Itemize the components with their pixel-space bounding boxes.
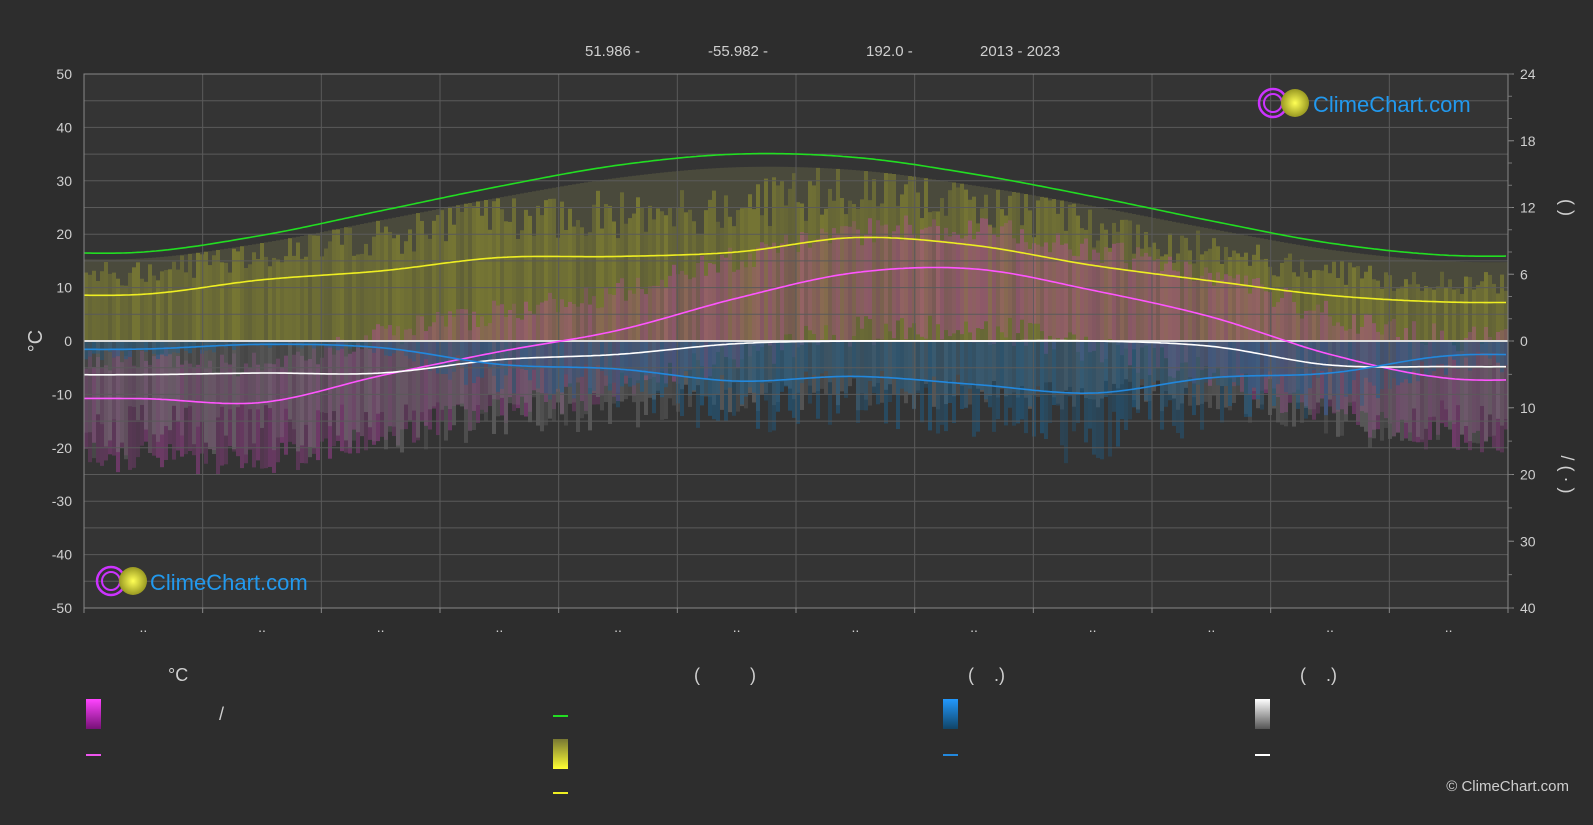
legend-rain-range-swatch (943, 699, 958, 729)
right-tick-label: 6 (1520, 266, 1528, 282)
legend-daylight-swatch (553, 715, 568, 717)
left-tick-label: -20 (52, 440, 72, 456)
legend-rain-mean-swatch (943, 754, 958, 756)
month-label: .. (1207, 619, 1215, 635)
legend-temp-range-swatch (86, 699, 101, 729)
latitude-text: 51.986 - (585, 43, 641, 60)
logo-text: ClimeChart.com (150, 570, 308, 595)
month-label: .. (614, 619, 622, 635)
legend-snow-heading: ( .) (1300, 665, 1337, 685)
sunshine-line (84, 236, 1506, 304)
left-tick-label: 40 (56, 119, 72, 135)
copyright-text: © ClimeChart.com (1446, 778, 1569, 795)
climechart-logo-top[interactable]: ClimeChart.com (1257, 87, 1471, 119)
left-tick-label: 20 (56, 226, 72, 242)
left-axis-label: °C (25, 330, 47, 352)
right-top-axis-label: ( ) (1557, 199, 1577, 216)
month-label: .. (377, 619, 385, 635)
month-label: .. (1089, 619, 1097, 635)
left-tick-label: 50 (56, 66, 72, 82)
month-label: .. (970, 619, 978, 635)
month-label: .. (495, 619, 503, 635)
month-label: .. (258, 619, 266, 635)
left-tick-label: -10 (52, 386, 72, 402)
period-text: 2013 - 2023 (980, 43, 1061, 60)
legend-slash-text: / (219, 704, 225, 724)
month-label: .. (1326, 619, 1334, 635)
left-tick-label: -40 (52, 547, 72, 563)
precip-mean-line (84, 343, 1507, 394)
month-label: .. (733, 619, 741, 635)
left-tick-label: 30 (56, 173, 72, 189)
legend-snow-range-swatch (1255, 699, 1270, 729)
right-tick-label: 24 (1520, 66, 1536, 82)
logo-sun-icon (119, 567, 147, 595)
logo-text: ClimeChart.com (1313, 92, 1471, 117)
daylight-line (84, 152, 1507, 257)
legend-temp-mean-swatch (86, 754, 101, 756)
right-tick-label: 10 (1520, 400, 1536, 416)
right-tick-label: 30 (1520, 533, 1536, 549)
left-tick-label: 10 (56, 280, 72, 296)
legend-sunshine-range-swatch (553, 739, 568, 769)
snow-mean-line (84, 339, 1506, 376)
logo-sun-icon (1281, 89, 1309, 117)
month-label: .. (851, 619, 859, 635)
legend-sun-heading: ( ) (694, 665, 756, 685)
right-bottom-axis-label: / ( · ) (1557, 456, 1577, 494)
left-tick-label: -50 (52, 600, 72, 616)
legend-snow-mean-swatch (1255, 754, 1270, 756)
right-tick-label: 12 (1520, 200, 1536, 216)
left-tick-label: 0 (64, 333, 72, 349)
temp-mean-line (84, 266, 1507, 405)
climechart-logo-bottom[interactable]: ClimeChart.com (95, 565, 308, 597)
left-tick-label: -30 (52, 493, 72, 509)
longitude-text: -55.982 - (708, 43, 769, 60)
legend-rain-heading: ( .) (968, 665, 1005, 685)
legend-sunshine-mean-swatch (553, 792, 568, 794)
right-tick-label: 20 (1520, 467, 1536, 483)
right-tick-label: 0 (1520, 333, 1528, 349)
elevation-text: 192.0 - (866, 43, 913, 60)
month-label: .. (1445, 619, 1453, 635)
month-label: .. (139, 619, 147, 635)
right-tick-label: 18 (1520, 133, 1536, 149)
legend-temperature-heading: °C (168, 665, 189, 685)
right-tick-label: 40 (1520, 600, 1536, 616)
